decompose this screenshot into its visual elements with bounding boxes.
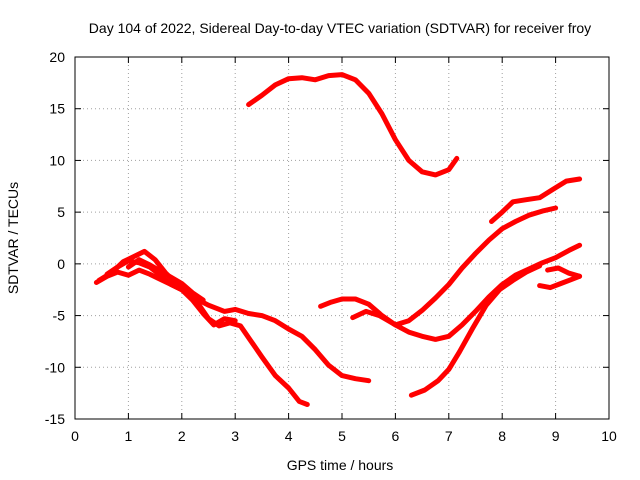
series-line-track-e xyxy=(125,257,206,303)
series-line-track-d xyxy=(104,258,238,328)
y-tick-label: -10 xyxy=(45,359,65,375)
x-tick-label: 0 xyxy=(71,428,79,444)
chart-title: Day 104 of 2022, Sidereal Day-to-day VTE… xyxy=(89,20,591,36)
series-line-track-b xyxy=(93,267,372,384)
series-line-track-h xyxy=(408,263,543,398)
series-line-track-k xyxy=(545,265,583,279)
y-tick-label: -15 xyxy=(45,411,65,427)
x-tick-label: 1 xyxy=(125,428,133,444)
x-tick-label: 6 xyxy=(392,428,400,444)
x-tick-labels: 0 1 2 3 4 5 6 7 8 9 10 xyxy=(71,428,617,444)
x-tick-label: 3 xyxy=(231,428,239,444)
series-line-track-f xyxy=(318,242,583,342)
y-axis-label: SDTVAR / TECUs xyxy=(5,182,21,294)
axis-ticks xyxy=(74,56,610,420)
y-tick-label: 20 xyxy=(49,49,65,65)
series-line-track-g xyxy=(350,205,559,328)
series-line-track-i xyxy=(489,176,583,224)
x-tick-label: 4 xyxy=(285,428,293,444)
series-line-track-j xyxy=(537,273,583,291)
x-tick-label: 10 xyxy=(601,428,617,444)
x-tick-label: 8 xyxy=(498,428,506,444)
x-tick-label: 9 xyxy=(552,428,560,444)
y-tick-labels: -15 -10 -5 0 5 10 15 20 xyxy=(45,49,65,427)
y-tick-label: 0 xyxy=(57,256,65,272)
y-tick-label: 10 xyxy=(49,152,65,168)
x-tick-label: 5 xyxy=(338,428,346,444)
grid-lines xyxy=(75,57,609,419)
x-tick-label: 7 xyxy=(445,428,453,444)
series-line-track-a xyxy=(246,72,460,178)
data-series-group xyxy=(93,72,583,407)
x-tick-label: 2 xyxy=(178,428,186,444)
y-tick-label: 15 xyxy=(49,101,65,117)
y-tick-label: -5 xyxy=(53,308,66,324)
y-tick-label: 5 xyxy=(57,204,65,220)
x-axis-label: GPS time / hours xyxy=(287,457,394,473)
